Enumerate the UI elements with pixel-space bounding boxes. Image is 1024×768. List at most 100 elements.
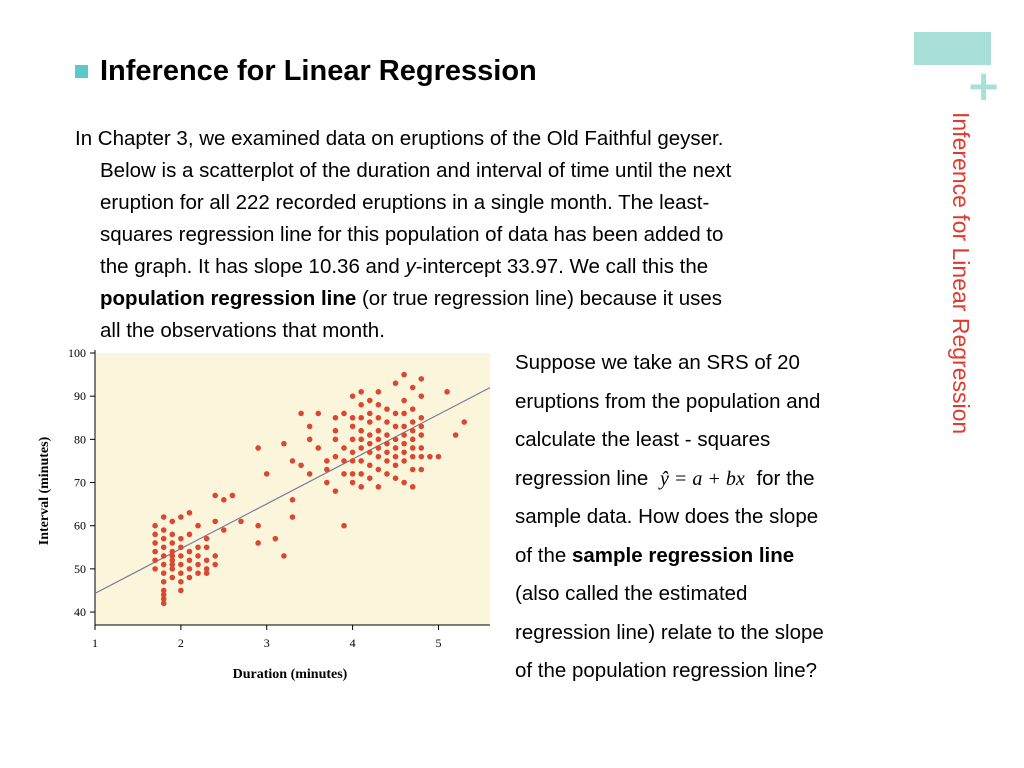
data-point: [169, 531, 176, 538]
data-point: [392, 410, 399, 417]
data-point: [186, 531, 193, 538]
data-point: [401, 371, 407, 378]
data-point: [178, 579, 184, 585]
data-point: [349, 393, 356, 399]
data-point: [178, 570, 184, 576]
data-point: [349, 479, 356, 486]
data-point: [212, 492, 219, 499]
x-tick-label: 3: [264, 636, 270, 650]
data-point: [178, 561, 184, 568]
data-point: [221, 527, 227, 533]
question-line: sample data. How does the slope: [515, 505, 819, 528]
question-line: regression line) relate to the slope: [515, 620, 824, 644]
data-point: [306, 423, 313, 430]
data-point: [427, 453, 433, 460]
para-line: population regression line (or true regr…: [75, 283, 905, 315]
data-point: [409, 445, 416, 451]
data-point: [203, 535, 210, 542]
data-point: [375, 445, 382, 451]
data-point: [169, 574, 176, 581]
data-point: [341, 445, 347, 451]
data-point: [461, 419, 468, 425]
y-axis-label: Interval (minutes): [37, 436, 52, 545]
data-point: [349, 414, 356, 421]
question-bold-term: sample regression line: [572, 543, 795, 567]
data-point: [366, 397, 373, 404]
data-point: [186, 509, 193, 516]
data-point: [341, 410, 347, 417]
data-point: [203, 544, 210, 551]
x-tick-label: 4: [350, 636, 356, 650]
data-point: [358, 402, 364, 408]
para-text: the graph. It has slope 10.36 and: [100, 255, 406, 278]
data-point: [160, 596, 167, 602]
data-point: [418, 453, 425, 460]
para-text: (or true regression line) because it use…: [356, 287, 723, 310]
data-point: [358, 445, 364, 451]
x-tick-label: 2: [178, 636, 184, 650]
data-point: [409, 436, 416, 443]
y-tick-label: 100: [68, 346, 86, 360]
question-line: (also called the estimated: [515, 582, 748, 605]
data-point: [349, 436, 356, 443]
data-point: [409, 453, 416, 460]
square-bullet-icon: [75, 65, 88, 78]
intro-paragraph: In Chapter 3, we examined data on erupti…: [75, 123, 905, 347]
data-point: [401, 479, 407, 486]
data-point: [160, 514, 167, 520]
data-point: [375, 466, 382, 473]
data-point: [392, 453, 399, 460]
x-tick-label: 1: [92, 636, 98, 650]
data-point: [178, 587, 184, 594]
data-point: [392, 445, 399, 451]
data-point: [160, 579, 167, 585]
data-point: [169, 553, 176, 559]
data-point: [160, 570, 167, 576]
data-point: [452, 432, 459, 438]
data-point: [152, 566, 158, 572]
data-point: [289, 458, 296, 464]
data-point: [203, 566, 210, 572]
data-point: [384, 419, 390, 425]
data-point: [238, 518, 244, 525]
question-text: for the: [750, 466, 815, 490]
data-point: [366, 475, 373, 482]
data-point: [375, 436, 382, 443]
data-point: [324, 458, 330, 464]
data-point: [401, 449, 407, 456]
data-point: [349, 471, 356, 477]
data-point: [392, 475, 399, 482]
data-point: [195, 570, 201, 576]
data-point: [195, 522, 201, 529]
data-point: [186, 548, 193, 555]
data-point: [160, 600, 167, 607]
data-point: [366, 432, 373, 438]
data-point: [255, 445, 261, 451]
data-point: [418, 445, 425, 451]
data-point: [418, 423, 425, 430]
data-point: [349, 458, 356, 464]
y-tick-label: 50: [74, 562, 86, 576]
data-point: [203, 570, 210, 576]
data-point: [409, 466, 416, 473]
question-line: of the sample regression line: [515, 537, 935, 576]
data-point: [281, 440, 287, 447]
data-point: [169, 561, 176, 568]
data-point: [444, 389, 450, 395]
data-point: [341, 458, 347, 464]
data-point: [349, 449, 356, 456]
data-point: [160, 587, 167, 594]
data-point: [375, 484, 382, 490]
y-tick-label: 60: [74, 519, 86, 533]
scatter-chart: 40 50 60 70 80 90 100 1 2 3 4 5 Duration (minutes)…: [30, 345, 500, 690]
data-point: [332, 427, 339, 434]
data-point: [178, 514, 184, 520]
data-point: [332, 414, 339, 421]
data-point: [384, 471, 390, 477]
data-point: [358, 414, 364, 421]
data-point: [212, 553, 219, 559]
y-tick-label: 90: [74, 389, 86, 403]
data-point: [358, 471, 364, 477]
question-line: regression line ŷ = a + bx for the: [515, 460, 935, 499]
data-point: [409, 406, 416, 412]
